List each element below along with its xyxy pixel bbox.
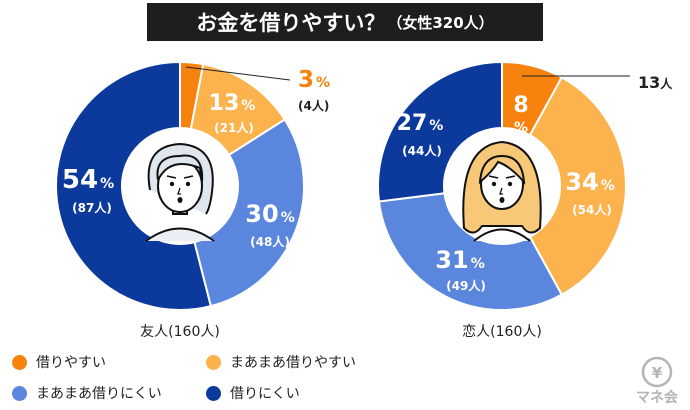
legend-swatch-borrow-easy	[12, 354, 27, 370]
pie-count-label-0-somewhat_easy: (21人)	[214, 120, 254, 135]
legend-swatch-hard	[206, 385, 221, 401]
pie-percent-label-0-somewhat_hard: 30%	[245, 200, 294, 228]
pie-slice-1-hard	[377, 60, 503, 203]
pie-percent-label-0-borrow_easy: 3%	[298, 67, 330, 93]
friend-avatar-icon	[124, 130, 236, 242]
partner-avatar-icon	[446, 130, 558, 242]
legend-label-hard: 借りにくい	[230, 386, 300, 402]
yen-coin-icon: ¥ マネ会	[636, 356, 679, 406]
pie-slice-0-hard	[55, 60, 213, 311]
pie-percent-label-1-somewhat_hard: 31%	[435, 246, 484, 274]
legend-swatch-somewhat-easy	[206, 354, 221, 370]
pie-leader-line-0	[185, 66, 291, 81]
pie-slice-1-somewhat_hard	[377, 192, 564, 311]
chart-title-box: お金を借りやすい？ （女性320人）	[147, 3, 543, 41]
pie-percent-label-1-hard: 27%	[397, 111, 444, 136]
pie-count-label-1-somewhat_hard: (49人)	[446, 278, 486, 293]
pie-count-label-0-hard: (87人)	[72, 200, 112, 215]
pie-percent-label-1-somewhat_easy: 34%	[565, 168, 614, 196]
legend-item-hard: 借りにくい	[206, 383, 300, 403]
chart-subtitle: （女性320人）	[387, 13, 494, 32]
pie-count-label-1-somewhat_easy: (54人)	[572, 202, 612, 217]
pie-percent-label-0-somewhat_easy: 13%	[209, 91, 256, 116]
legend-label-somewhat-hard: まあまあ借りにくい	[36, 386, 162, 402]
logo-symbol: ¥	[652, 364, 663, 382]
pie-slice-1-somewhat_easy	[528, 75, 627, 297]
pie-percent-label-1-borrow_easy: 8%	[513, 93, 528, 136]
legend-label-somewhat-easy: まあまあ借りやすい	[230, 355, 356, 371]
pie-caption-0: 友人(160人)	[140, 324, 220, 340]
pie-count-label-1-hard: (44人)	[402, 143, 442, 158]
legend-item-somewhat-easy: まあまあ借りやすい	[206, 352, 356, 372]
pie-caption-1: 恋人(160人)	[462, 323, 542, 340]
logo-text: マネ会	[636, 389, 679, 406]
legend-item-somewhat-hard: まあまあ借りにくい	[12, 383, 162, 403]
pie-count-label-0-borrow_easy: (4人)	[298, 98, 329, 113]
legend-swatch-somewhat-hard	[12, 385, 27, 401]
pie-percent-label-0-hard: 54%	[62, 165, 114, 195]
pie-count-label-0-somewhat_hard: (48人)	[250, 234, 290, 249]
chart-title: お金を借りやすい？	[196, 11, 386, 35]
legend-item-borrow-easy: 借りやすい	[12, 352, 106, 372]
pie-slice-0-somewhat_hard	[193, 118, 305, 308]
legend-label-borrow-easy: 借りやすい	[36, 355, 106, 371]
mane-kai-logo: ¥ マネ会	[628, 352, 686, 406]
pie-count-label-1-borrow_easy: 13人	[638, 73, 673, 92]
